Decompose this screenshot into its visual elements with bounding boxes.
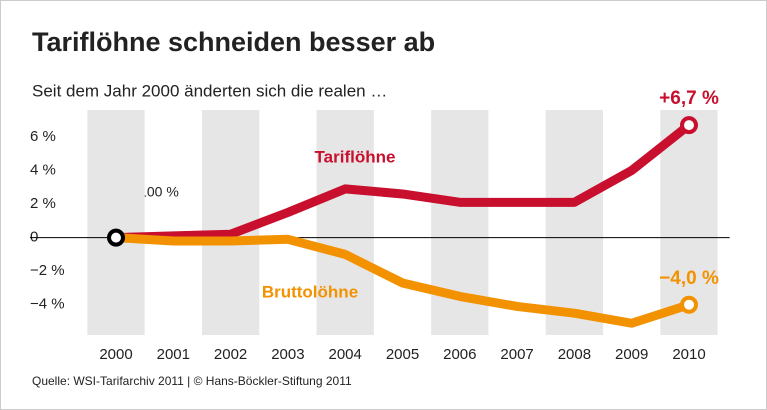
y-tick-label: 4 % (30, 161, 56, 178)
x-tick-label: 2010 (672, 346, 705, 363)
series-line (115, 233, 691, 328)
x-tick-label: 2000 (99, 346, 132, 363)
x-tick-label: 2004 (329, 346, 362, 363)
column-band (87, 110, 145, 335)
x-tick-label: 2009 (615, 346, 648, 363)
y-tick-label: 0 (30, 229, 38, 246)
y-tick-label: −2 % (30, 262, 65, 279)
x-tick-label: 2002 (214, 346, 247, 363)
x-tick-label: 2005 (386, 346, 419, 363)
series-label: Bruttolöhne (262, 282, 358, 301)
x-tick-label: 2007 (500, 346, 533, 363)
column-band (545, 110, 604, 335)
source: Quelle: WSI-Tarifarchiv 2011 | © Hans-Bö… (32, 374, 352, 388)
series-line (115, 121, 692, 243)
x-tick-label: 2008 (558, 346, 591, 363)
column-band (316, 110, 374, 335)
y-tick-label: 2 % (30, 195, 56, 212)
x-tick-label: 2003 (271, 346, 304, 363)
value-label: +6,7 % (659, 88, 719, 109)
end-marker (680, 116, 698, 135)
series-label: Tariflöhne (315, 147, 396, 166)
chart-title: Tariflöhne schneiden besser ab (32, 27, 435, 57)
x-tick-label: 2006 (443, 346, 476, 363)
y-tick-label: 6 % (30, 128, 56, 145)
start-marker (107, 228, 125, 247)
subtitle: Seit dem Jahr 2000 änderten sich die rea… (32, 81, 387, 100)
value-label: −4,0 % (659, 268, 719, 289)
y-tick-label: −4 % (30, 296, 65, 313)
end-marker (680, 295, 698, 314)
x-tick-label: 2001 (157, 346, 190, 363)
